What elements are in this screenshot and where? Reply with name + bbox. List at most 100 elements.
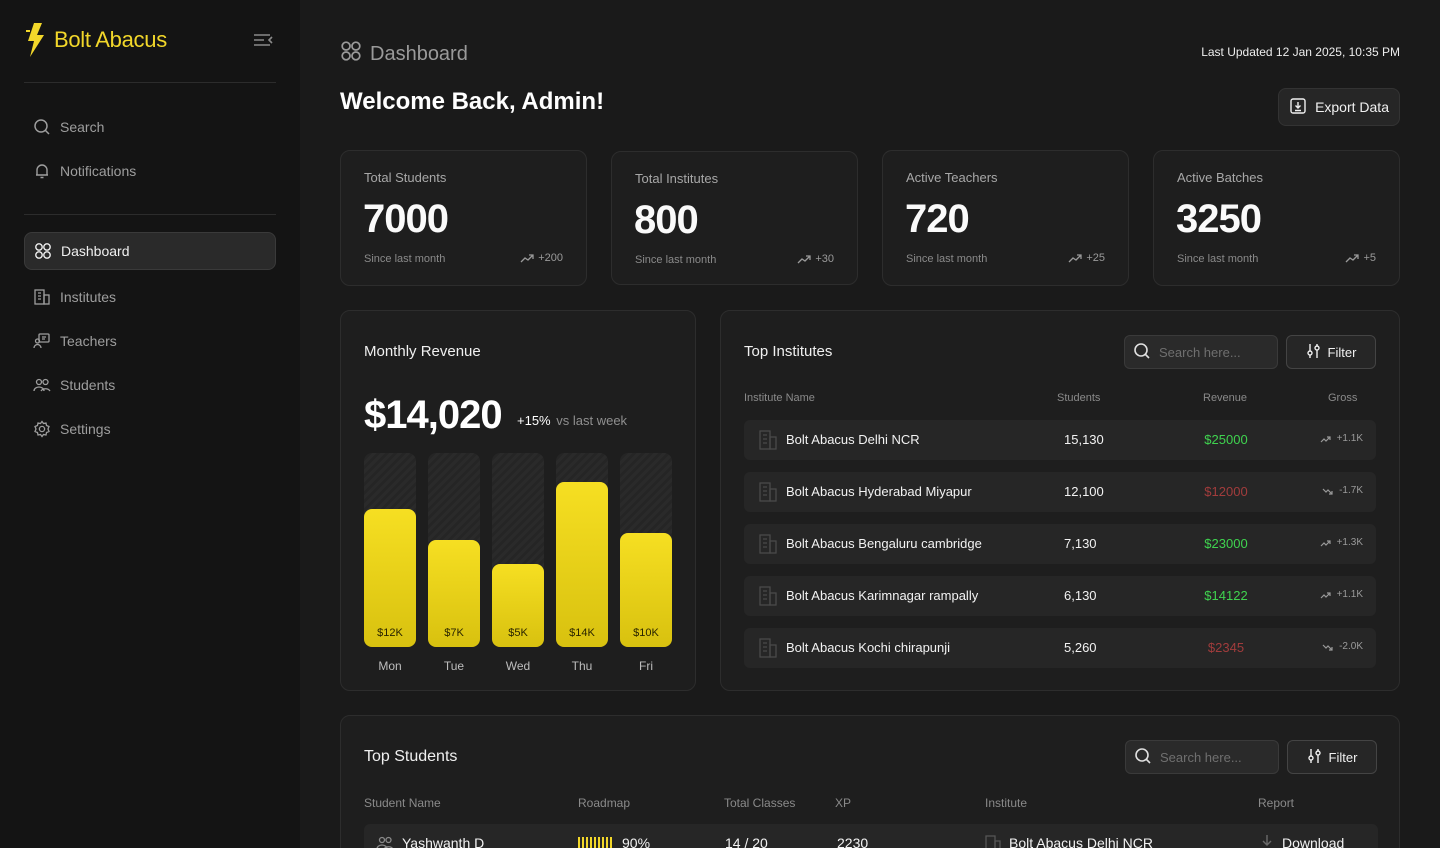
stat-delta-value: +30 — [815, 253, 834, 265]
revenue-bar-track: $7K — [428, 453, 480, 647]
revenue-bar[interactable]: $5K — [492, 564, 544, 647]
institute-revenue: $2345 — [1207, 640, 1245, 655]
revenue-bar-track: $14K — [556, 453, 608, 647]
trend-up-icon — [797, 255, 811, 264]
gross-value: +1.1K — [1336, 589, 1363, 600]
table-row[interactable]: Bolt Abacus Delhi NCR 15,130 $25000 +1.1K — [744, 420, 1376, 460]
revenue-bar-track: $10K — [620, 453, 672, 647]
table-row[interactable]: Bolt Abacus Karimnagar rampally 6,130 $141… — [744, 576, 1376, 616]
revenue-bar-label: $12K — [377, 627, 403, 639]
stat-card-students: Total Students 7000 Since last month +20… — [340, 150, 587, 286]
sidebar-item-label: Institutes — [60, 289, 117, 305]
download-report-link[interactable]: Download — [1282, 835, 1345, 848]
trend-down-icon — [1322, 644, 1333, 651]
institutes-title: Top Institutes — [744, 343, 833, 360]
institutes-search-input[interactable]: Search here... — [1124, 335, 1278, 369]
gross-value: -2.0K — [1339, 641, 1363, 652]
col-gross: Gross — [1328, 392, 1358, 404]
institute-students: 5,260 — [1064, 640, 1097, 655]
stat-card-teachers: Active Teachers 720 Since last month +25 — [882, 150, 1129, 286]
institute-name: Bolt Abacus Hyderabad Miyapur — [786, 484, 972, 499]
col-institute: Institute — [985, 796, 1028, 810]
students-search-input[interactable]: Search here... — [1125, 740, 1279, 774]
revenue-day-label: Fri — [639, 659, 653, 673]
institute-name: Bolt Abacus Bengaluru cambridge — [786, 536, 982, 551]
stat-label: Total Students — [364, 170, 447, 185]
roadmap-progress-bar — [578, 837, 614, 848]
stat-value: 3250 — [1176, 197, 1262, 241]
student-name: Yashwanth D — [402, 835, 485, 848]
sidebar-item-students[interactable]: Students — [24, 366, 276, 404]
download-icon[interactable] — [1260, 834, 1274, 848]
sidebar-item-institutes[interactable]: Institutes — [24, 278, 276, 316]
revenue-bar-label: $14K — [569, 627, 595, 639]
gross-value: +1.3K — [1336, 537, 1363, 548]
institute-revenue: $14122 — [1204, 588, 1248, 603]
search-icon — [32, 117, 52, 137]
building-icon — [758, 637, 778, 664]
revenue-day-label: Thu — [571, 659, 593, 673]
table-row[interactable]: Bolt Abacus Kochi chirapunji 5,260 $2345 -2… — [744, 628, 1376, 668]
revenue-bar-track: $12K — [364, 453, 416, 647]
breadcrumb-label: Dashboard — [370, 42, 468, 65]
export-data-label: Export Data — [1315, 99, 1389, 115]
institute-gross: +1.1K — [1320, 589, 1363, 600]
table-row[interactable]: Bolt Abacus Bengaluru cambridge 7,130 $230… — [744, 524, 1376, 564]
revenue-bar[interactable]: $10K — [620, 533, 672, 647]
revenue-bar[interactable]: $12K — [364, 509, 416, 647]
table-row[interactable]: Yashwanth D 90% 14 / 20 2230 Bolt Abacus… — [364, 824, 1378, 848]
stat-label: Active Batches — [1177, 170, 1263, 185]
students-filter-button[interactable]: Filter — [1287, 740, 1377, 774]
col-institute-name: Institute Name — [744, 392, 815, 404]
col-students: Students — [1057, 392, 1101, 404]
search-icon — [1134, 747, 1152, 768]
stat-card-institutes: Total Institutes 800 Since last month +3… — [611, 151, 858, 285]
institutes-filter-button[interactable]: Filter — [1286, 335, 1376, 369]
col-student-name: Student Name — [364, 796, 441, 810]
col-total-classes: Total Classes — [724, 796, 796, 810]
institute-students: 6,130 — [1064, 588, 1097, 603]
building-icon — [758, 533, 778, 560]
collapse-menu-icon[interactable] — [252, 30, 274, 50]
table-row[interactable]: Bolt Abacus Hyderabad Miyapur 12,100 $1200… — [744, 472, 1376, 512]
trend-up-icon — [1320, 435, 1331, 442]
trend-up-icon — [520, 254, 534, 263]
brand-logo[interactable]: Bolt Abacus — [24, 20, 276, 60]
students-icon — [32, 375, 52, 395]
sidebar-item-label: Students — [60, 377, 116, 393]
search-icon — [1133, 342, 1151, 363]
institute-revenue: $25000 — [1204, 432, 1248, 447]
revenue-bar[interactable]: $7K — [428, 540, 480, 647]
sidebar: Bolt Abacus Search Notifications Dashbo — [0, 0, 300, 848]
sidebar-item-label: Teachers — [60, 333, 117, 349]
revenue-change-label: vs last week — [556, 413, 628, 428]
institute-students: 7,130 — [1064, 536, 1097, 551]
sidebar-item-teachers[interactable]: Teachers — [24, 322, 276, 360]
sidebar-item-label: Settings — [60, 421, 111, 437]
sidebar-item-dashboard[interactable]: Dashboard — [24, 232, 276, 270]
gross-value: -1.7K — [1339, 485, 1363, 496]
revenue-change-value: +15% — [517, 413, 551, 428]
monthly-revenue-card: Monthly Revenue $14,020 +15% vs last wee… — [340, 310, 696, 691]
sidebar-item-settings[interactable]: Settings — [24, 410, 276, 448]
institute-name: Bolt Abacus Delhi NCR — [786, 432, 920, 447]
gear-icon — [32, 419, 52, 439]
stat-delta-value: +200 — [538, 252, 563, 264]
stat-label: Active Teachers — [906, 170, 998, 185]
export-data-button[interactable]: Export Data — [1278, 88, 1400, 126]
brand-name: Bolt Abacus — [54, 27, 167, 52]
student-institute: Bolt Abacus Delhi NCR — [1009, 835, 1153, 848]
trend-up-icon — [1068, 254, 1082, 263]
sidebar-notifications[interactable]: Notifications — [24, 152, 276, 190]
revenue-bar[interactable]: $14K — [556, 482, 608, 647]
col-roadmap: Roadmap — [578, 796, 631, 810]
filter-label: Filter — [1327, 344, 1357, 360]
stat-card-batches: Active Batches 3250 Since last month +5 — [1153, 150, 1400, 286]
col-report: Report — [1258, 796, 1295, 810]
sidebar-search[interactable]: Search — [24, 108, 276, 146]
trend-up-icon — [1320, 539, 1331, 546]
sidebar-item-label: Dashboard — [61, 243, 130, 259]
revenue-bar-label: $10K — [633, 627, 659, 639]
stat-since: Since last month — [1177, 253, 1259, 265]
